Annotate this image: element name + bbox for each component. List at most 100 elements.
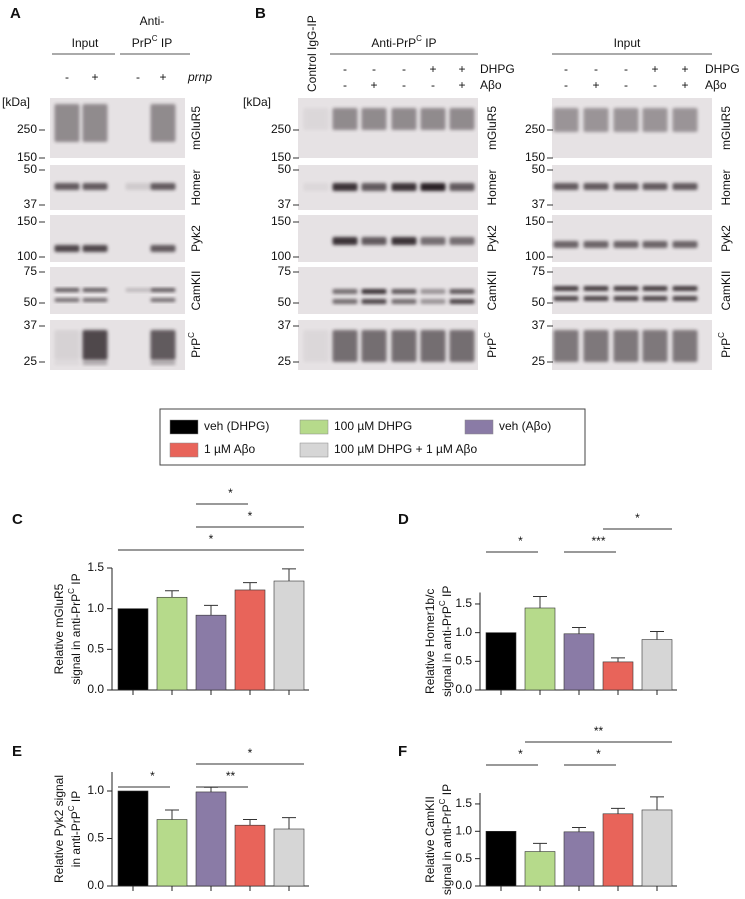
blot-band (303, 108, 329, 130)
y-axis-label: signal in anti-PrPC IP (438, 784, 454, 895)
blot-band (391, 237, 417, 245)
significance-label: * (596, 747, 601, 761)
y-axis-label: signal in anti-PrPC IP (67, 573, 83, 684)
blot-band (642, 296, 668, 301)
panel-letter: D (398, 511, 409, 528)
lane-sign: - (564, 62, 568, 76)
kda-marker: 37 (24, 318, 38, 332)
error-bar (650, 631, 664, 640)
protein-label-part: PrP (485, 338, 499, 358)
blot-band (54, 288, 80, 292)
blot-band (420, 289, 446, 294)
bar (117, 608, 149, 691)
blot-band (150, 288, 176, 292)
blot-band (613, 183, 639, 190)
blot-band (583, 108, 609, 132)
kda-marker: 25 (278, 354, 292, 368)
error-bar (650, 796, 664, 810)
blot-band (420, 299, 446, 304)
protein-label: PrPC (483, 332, 499, 358)
group-header-part: Anti- (140, 14, 165, 28)
blot-band (642, 241, 668, 248)
kda-marker: 25 (532, 354, 546, 368)
panel-letter: C (12, 511, 23, 528)
bar (485, 830, 517, 887)
protein-label-part: Homer (189, 169, 203, 205)
protein-label-part: CamKII (485, 270, 499, 310)
y-tick-label: 0.0 (455, 878, 472, 892)
lane-sign: - (564, 78, 568, 92)
error-bar (611, 657, 625, 662)
group-header-part: Input (614, 36, 641, 50)
significance-label: * (635, 511, 640, 525)
kda-marker: 50 (532, 295, 546, 309)
kda-marker: 150 (271, 150, 291, 164)
legend-swatch (169, 442, 199, 458)
blot-band (82, 361, 108, 365)
blot-band (672, 296, 698, 301)
protein-label: Homer (189, 169, 203, 205)
blot-band (332, 237, 358, 245)
blot-band (303, 330, 329, 362)
lane-sign: + (592, 78, 599, 92)
y-axis-label-part: signal in anti-PrP (440, 606, 454, 697)
blot-band (361, 108, 387, 130)
group-header: Anti- (140, 14, 165, 28)
blot-band (553, 108, 579, 132)
blot-band (449, 237, 475, 245)
significance-label: * (228, 486, 233, 500)
significance-label: * (248, 746, 253, 760)
lane-sign: + (681, 62, 688, 76)
blot-band (54, 330, 80, 360)
blot-band (672, 183, 698, 190)
protein-label: Pyk2 (485, 225, 499, 252)
blot-band (361, 330, 387, 362)
blot-band (642, 286, 668, 291)
y-axis-label-part: IP (440, 784, 454, 799)
y-tick-label: 0.0 (87, 682, 104, 696)
blot-band (553, 241, 579, 248)
blot-background (298, 215, 478, 262)
panel-letter: A (10, 5, 21, 22)
legend-swatch (169, 419, 199, 435)
protein-label: CamKII (485, 270, 499, 310)
lane-sign: - (372, 62, 376, 76)
kda-marker: 50 (24, 295, 38, 309)
blot-band (150, 104, 176, 142)
blot-band (82, 330, 108, 360)
blot-band (583, 286, 609, 291)
lane-sign: + (651, 62, 658, 76)
kda-marker: 150 (525, 150, 545, 164)
bar (156, 819, 188, 887)
lane-sign: - (431, 78, 435, 92)
error-bar (282, 568, 296, 582)
y-axis-label: signal in anti-PrPC IP (438, 586, 454, 697)
protein-label: CamKII (719, 270, 733, 310)
y-axis-label-part: IP (69, 573, 83, 588)
lane-sign: + (429, 62, 436, 76)
protein-label: Pyk2 (719, 225, 733, 252)
blot-band (82, 298, 108, 302)
bar (117, 790, 149, 887)
treatment-label: Aβo (480, 78, 502, 92)
bar (641, 809, 673, 887)
protein-label-part: C (717, 332, 726, 338)
kda-marker: 37 (532, 318, 546, 332)
y-axis-label-part: signal in anti-PrP (69, 594, 83, 685)
protein-label: mGluR5 (189, 106, 203, 150)
y-tick-label: 0.0 (455, 682, 472, 696)
bar (602, 813, 634, 887)
blot-band (361, 237, 387, 245)
error-bar (611, 807, 625, 814)
error-bar (243, 819, 257, 826)
legend-label: 100 µM DHPG + 1 µM Aβo (334, 442, 477, 456)
blot-band (642, 183, 668, 190)
protein-label-part: Pyk2 (719, 225, 733, 252)
y-tick-label: 0.5 (87, 642, 104, 656)
y-tick-label: 1.5 (455, 796, 472, 810)
blot-band (583, 330, 609, 362)
y-axis-label-part: C (67, 805, 76, 811)
blot-band (420, 237, 446, 245)
legend-box (159, 408, 586, 466)
protein-label: Homer (719, 169, 733, 205)
